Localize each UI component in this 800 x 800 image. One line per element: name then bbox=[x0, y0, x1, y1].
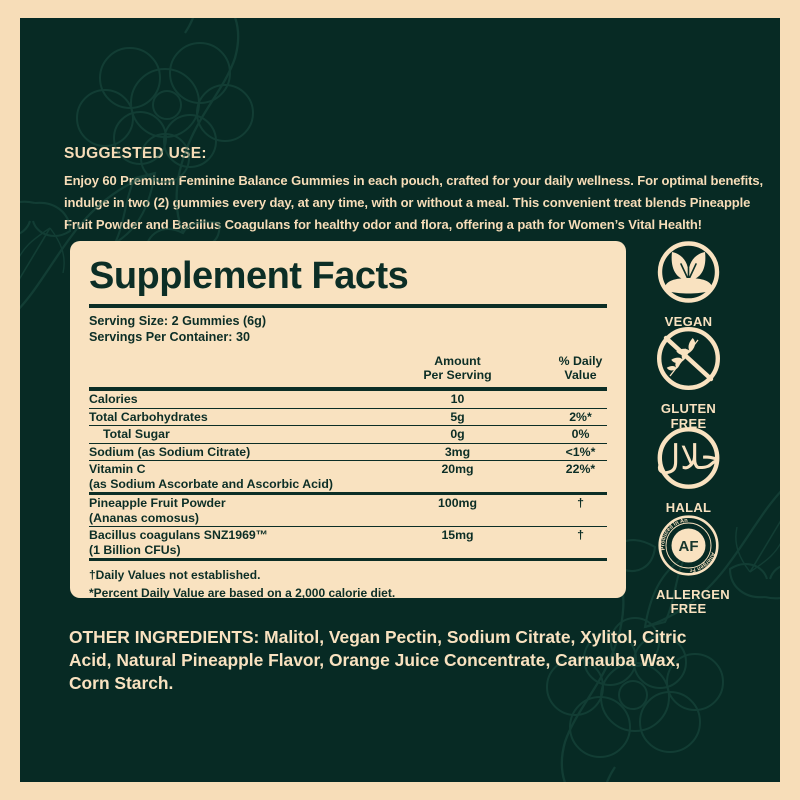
svg-text:حلال: حلال bbox=[656, 439, 721, 477]
svg-text:AF: AF bbox=[679, 538, 699, 555]
